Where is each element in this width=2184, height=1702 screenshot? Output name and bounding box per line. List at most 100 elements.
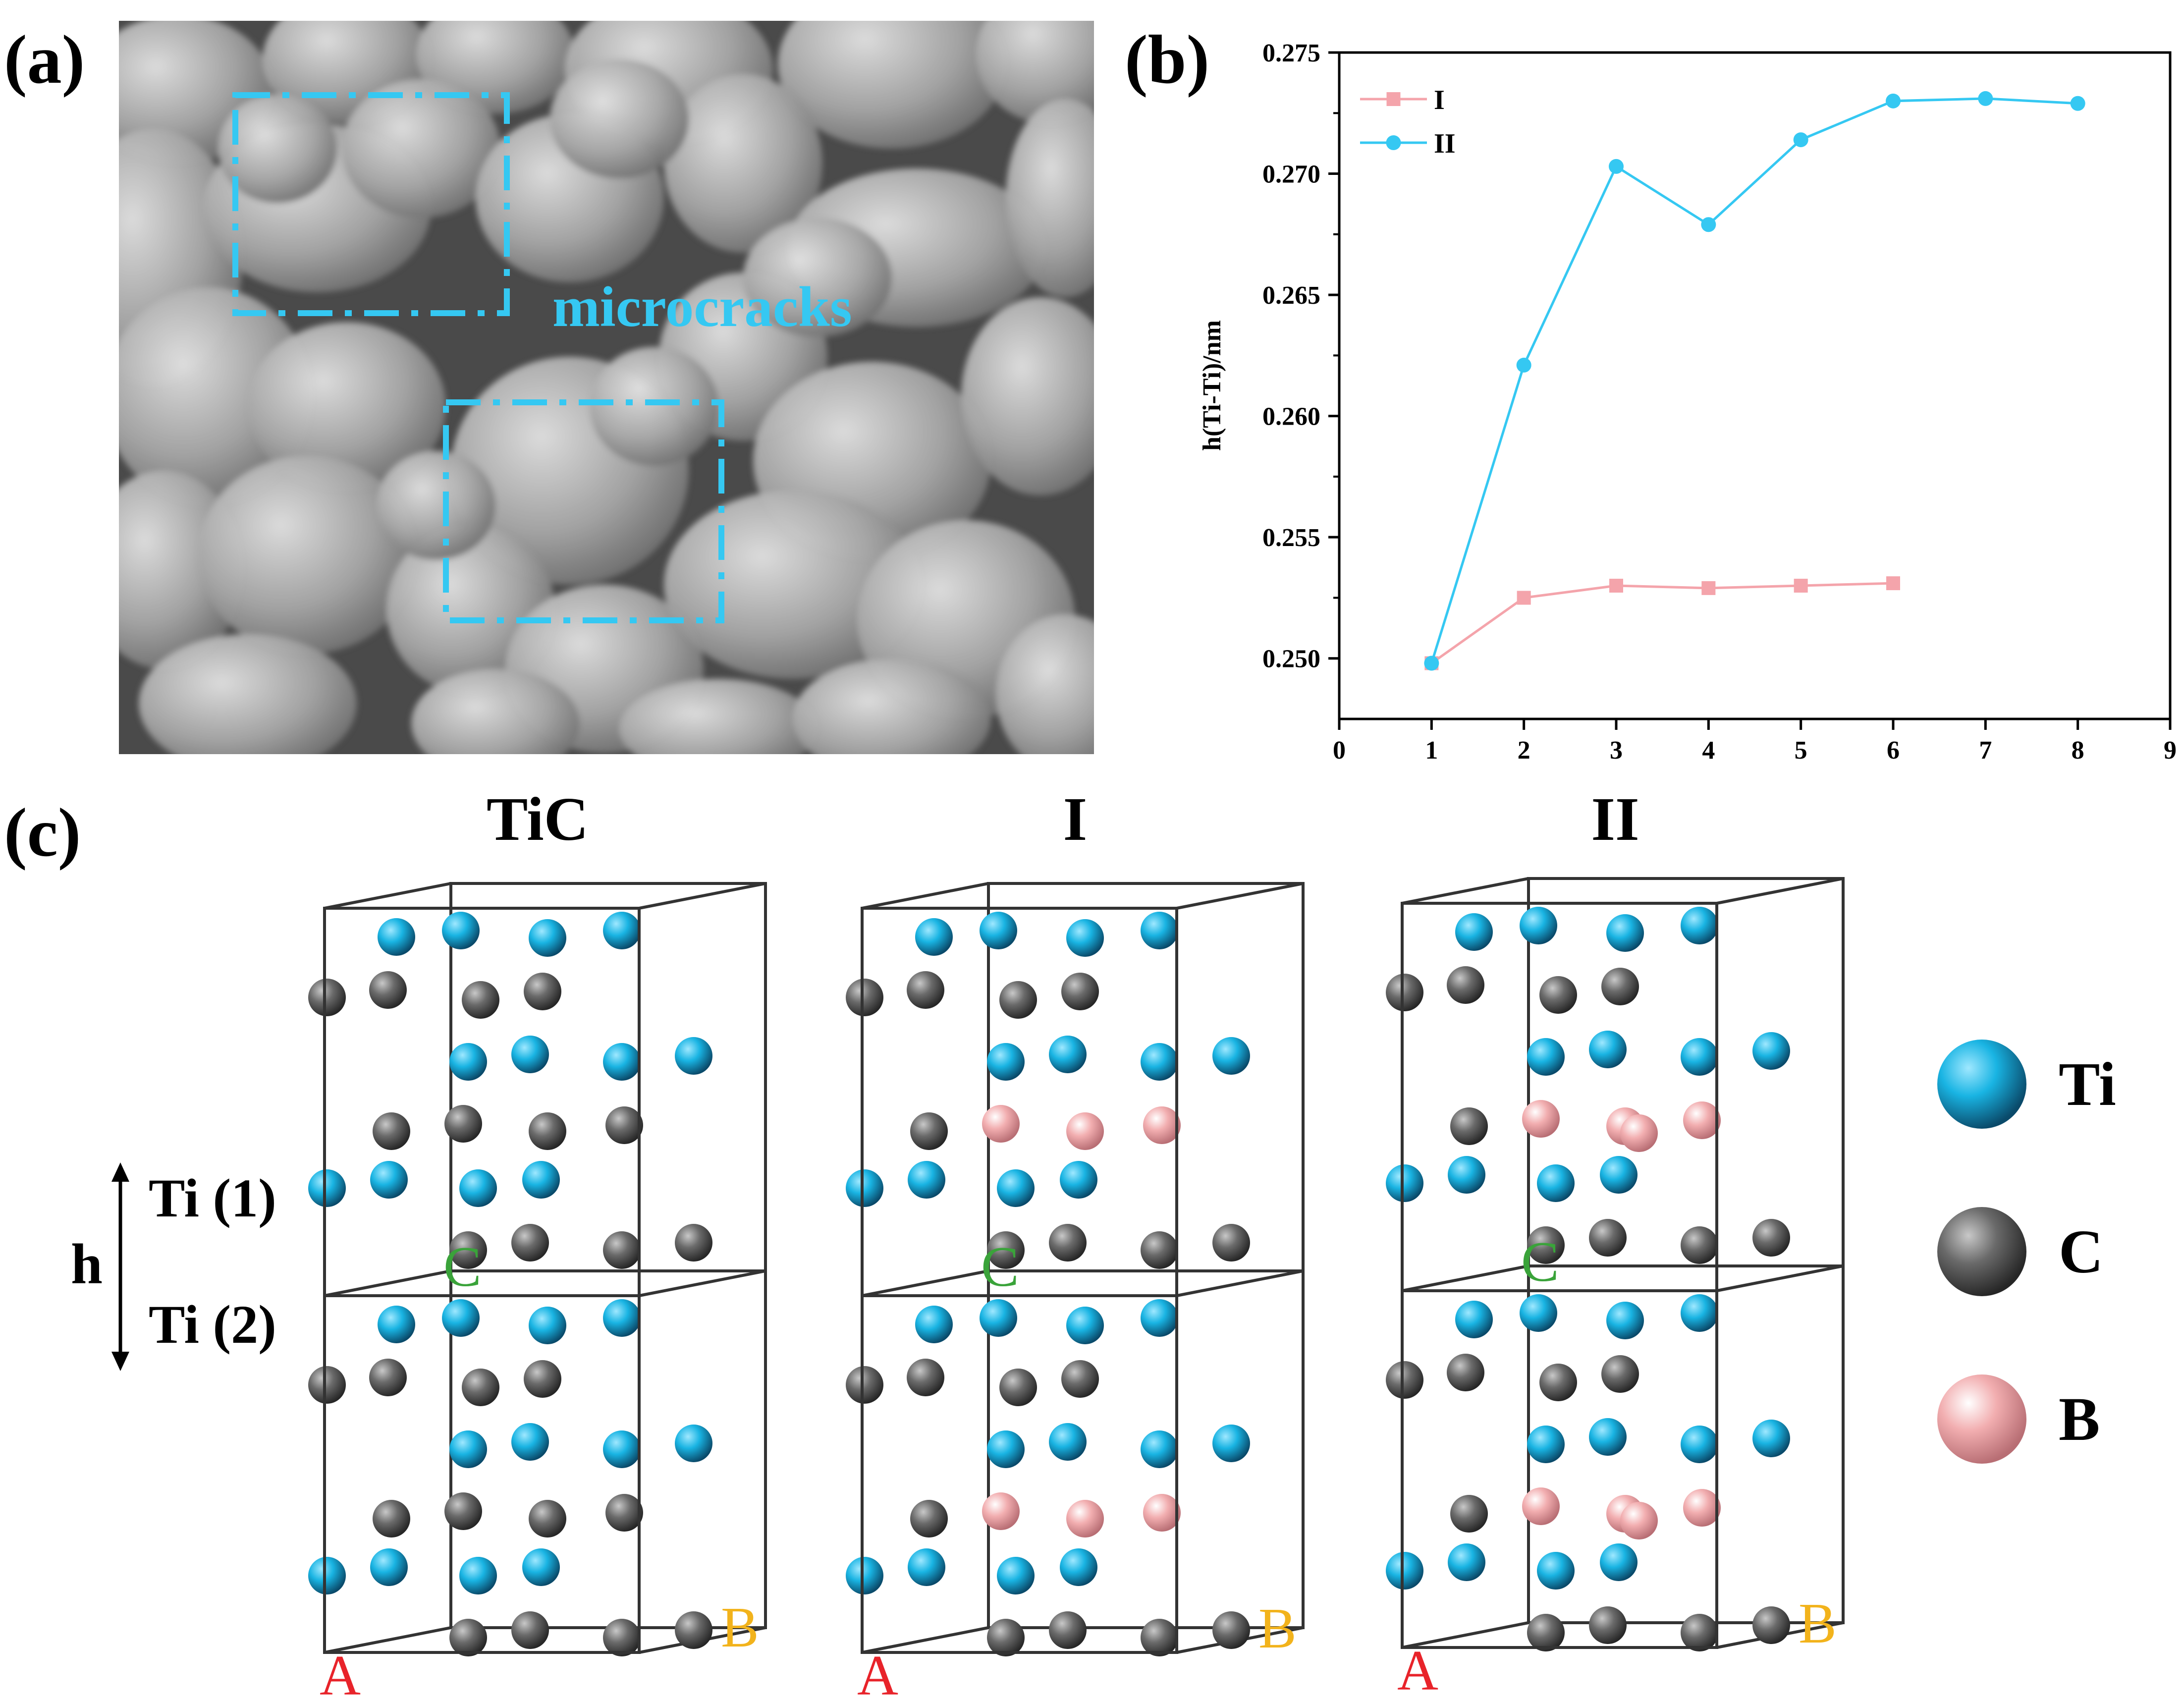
legend-atom-label-ti: Ti [2059,1050,2116,1119]
x-tick-label: 5 [1795,736,1807,765]
atom-b [982,1492,1020,1530]
atom-c [1212,1224,1250,1262]
atom-c [462,1369,499,1406]
atom-c [449,1231,487,1269]
sem-grain [1006,99,1094,297]
sem-grain [342,79,500,218]
series-point-II [1701,217,1716,232]
x-tick-label: 3 [1610,736,1623,765]
sem-grain [377,451,495,560]
atom-c [1589,1219,1627,1257]
series-point-I [1701,581,1716,595]
ti1-label: Ti (1) [149,1168,276,1228]
sem-grain [139,634,357,754]
atom-ti [1600,1156,1638,1194]
panel-label-a: (a) [4,21,85,98]
atom-ti [449,1430,487,1468]
atom-ti [370,1161,408,1199]
atom-ti [908,1548,945,1586]
atom-ti [1520,1294,1557,1332]
atom-c [1141,1231,1178,1269]
sem-grain [590,347,718,466]
atom-ti [603,1043,641,1081]
atom-b [1620,1502,1658,1539]
cell-front-frame [323,907,641,1654]
cell-edge [639,882,766,910]
series-line-I [1430,582,1894,664]
cell-edge [324,1626,451,1654]
cell-edge [1402,1264,1529,1292]
atom-c [529,1500,566,1537]
atom-b [1143,1494,1181,1532]
structure-0: TiC A C B [308,785,767,1702]
atom-c [846,979,883,1016]
atom-c [1601,968,1639,1005]
atom-ti [1141,1430,1178,1468]
atom-c [987,1619,1025,1656]
atom-b [1522,1100,1560,1138]
legend-atom-label-c: C [2059,1218,2103,1286]
atom-ti [1606,1302,1644,1339]
atom-c [999,1369,1037,1406]
atom-c [524,973,561,1010]
series-point-II [1886,93,1901,109]
series-point-II [1793,132,1808,148]
y-tick-label: 0.260 [1262,403,1320,431]
cell-edge [1176,1269,1304,1297]
atom-c [369,1359,407,1396]
atom-ti [378,1306,415,1343]
cell-edge [1402,1621,1529,1649]
sem-grain [778,21,1006,149]
atom-ti [1212,1037,1250,1075]
atom-ti [1600,1543,1638,1581]
atom-b [1522,1487,1560,1525]
atom-ti [846,1557,883,1594]
legend-atom-c [1937,1207,2026,1296]
sem-micrograph: microcracks [119,21,1094,754]
legend-marker-I [1386,92,1401,106]
atom-ti [1141,1299,1178,1337]
cell-front-frame [1401,902,1718,1649]
atom-ti [603,1430,641,1468]
atom-ti [529,1307,566,1344]
series-point-II [1978,91,1993,106]
atom-c [675,1611,712,1649]
atom-c [1752,1606,1790,1644]
atom-ti [1752,1032,1790,1070]
atom-c [511,1611,549,1649]
atom-ti [442,1299,480,1337]
atom-c [1752,1219,1790,1257]
atom-c [1681,1614,1718,1651]
atom-c [444,1105,482,1143]
sem-grain [550,59,689,178]
atom-ti [980,912,1017,949]
atom-c [444,1492,482,1530]
atom-c [373,1500,410,1537]
cell-front-frame [861,907,1178,1654]
atom-ti [997,1557,1035,1594]
cell-edge [862,1269,989,1297]
structure-title-0: TiC [487,785,589,854]
x-tick-label: 1 [1425,736,1438,765]
series-point-I [1886,576,1900,591]
line-chart: 0 1 2 3 4 5 6 7 8 9 0.250 0.255 0.260 0.265 0.270 0.275… [1198,39,2177,765]
atom-c [449,1619,487,1656]
atom-c [675,1224,712,1262]
panel-label-b: (b) [1125,21,1210,98]
atom-ti [442,912,480,949]
atom-ti [529,919,566,957]
series-point-II [1424,656,1439,671]
atom-ti [459,1557,497,1594]
structure-title-2: II [1591,785,1639,854]
cell-edge [1176,882,1304,910]
atom-b [1620,1114,1658,1152]
atom-ti [522,1548,560,1586]
cell-edge [1716,877,1844,905]
atom-c [999,981,1037,1019]
sem-grain [793,659,991,754]
atom-c [308,979,346,1016]
atom-ti [1066,1307,1104,1344]
atom-ti [908,1161,945,1199]
atom-c [910,1500,948,1537]
series-point-II [1609,159,1624,174]
